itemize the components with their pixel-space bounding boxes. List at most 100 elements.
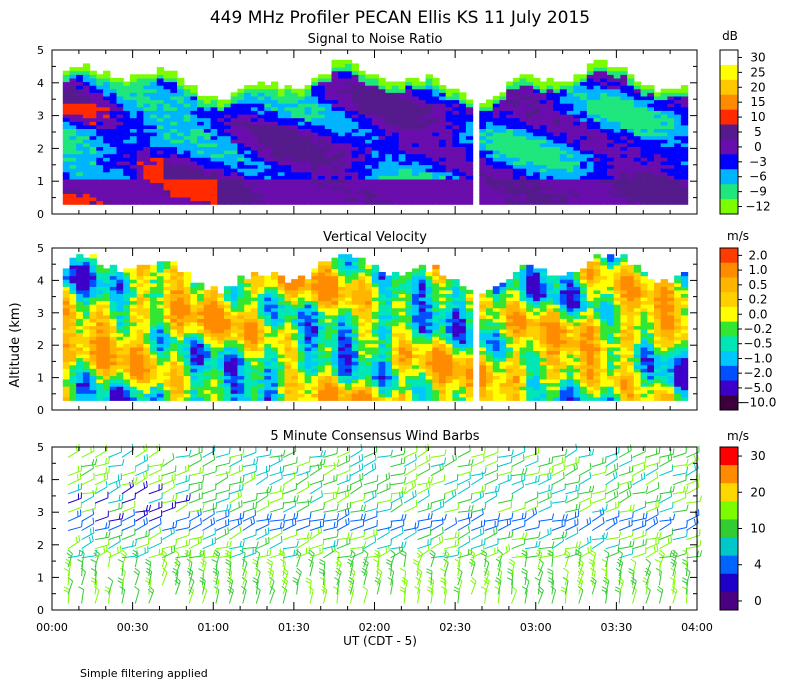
heatmap-cell bbox=[351, 279, 359, 284]
heatmap-cell bbox=[344, 304, 353, 309]
heatmap-cell bbox=[351, 325, 359, 330]
heatmap-cell bbox=[291, 293, 299, 298]
heatmap-cell bbox=[304, 150, 312, 155]
heatmap-cell bbox=[150, 357, 158, 362]
heatmap-cell bbox=[177, 293, 185, 298]
heatmap-cell bbox=[398, 128, 406, 133]
heatmap-cell bbox=[69, 74, 77, 79]
heatmap-cell bbox=[627, 186, 635, 191]
heatmap-cell bbox=[452, 189, 460, 194]
heatmap-cell bbox=[89, 254, 97, 259]
heatmap-cell bbox=[512, 114, 521, 119]
heatmap-cell bbox=[398, 110, 406, 115]
heatmap-cell bbox=[190, 196, 198, 202]
heatmap-cell bbox=[244, 103, 252, 108]
heatmap-cell bbox=[76, 85, 84, 90]
heatmap-cell bbox=[580, 95, 588, 101]
heatmap-cell bbox=[62, 171, 71, 176]
heatmap-cell bbox=[277, 193, 286, 198]
heatmap-cell bbox=[620, 121, 628, 126]
heatmap-cell bbox=[479, 157, 487, 162]
heatmap-cell bbox=[318, 132, 326, 137]
heatmap-cell bbox=[163, 329, 171, 334]
heatmap-cell bbox=[465, 142, 474, 147]
heatmap-cell bbox=[284, 85, 292, 90]
heatmap-cell bbox=[479, 150, 487, 155]
heatmap-cell bbox=[351, 160, 359, 166]
heatmap-cell bbox=[69, 81, 77, 86]
heatmap-cell bbox=[163, 164, 171, 169]
heatmap-cell bbox=[553, 132, 561, 137]
heatmap-cell bbox=[177, 371, 185, 376]
heatmap-cell bbox=[163, 160, 171, 166]
heatmap-cell bbox=[297, 106, 306, 111]
heatmap-cell bbox=[553, 182, 561, 187]
heatmap-cell bbox=[654, 142, 662, 147]
heatmap-cell bbox=[344, 189, 353, 194]
heatmap-cell bbox=[667, 189, 675, 194]
heatmap-cell bbox=[69, 307, 77, 312]
heatmap-cell bbox=[654, 92, 662, 97]
heatmap-cell bbox=[244, 99, 252, 104]
heatmap-cell bbox=[573, 153, 581, 158]
heatmap-cell bbox=[284, 393, 292, 398]
heatmap-cell bbox=[365, 272, 373, 277]
heatmap-cell bbox=[324, 99, 333, 104]
heatmap-cell bbox=[150, 329, 158, 334]
heatmap-cell bbox=[640, 117, 648, 122]
heatmap-cell bbox=[143, 114, 151, 119]
heatmap-cell bbox=[297, 142, 306, 147]
heatmap-cell bbox=[197, 139, 205, 144]
heatmap-cell bbox=[156, 124, 165, 129]
heatmap-cell bbox=[331, 261, 339, 266]
heatmap-cell bbox=[660, 186, 668, 191]
heatmap-cell bbox=[573, 132, 581, 137]
heatmap-cell bbox=[76, 300, 84, 305]
heatmap-cell bbox=[129, 350, 138, 355]
heatmap-cell bbox=[553, 175, 561, 180]
heatmap-cell bbox=[291, 282, 299, 287]
heatmap-cell bbox=[371, 85, 380, 90]
heatmap-cell bbox=[607, 114, 615, 119]
heatmap-cell bbox=[432, 146, 440, 151]
heatmap-cell bbox=[76, 314, 84, 319]
heatmap-cell bbox=[654, 168, 662, 173]
heatmap-cell bbox=[264, 311, 272, 316]
heatmap-cell bbox=[170, 132, 178, 137]
heatmap-cell bbox=[499, 168, 507, 173]
heatmap-cell bbox=[667, 168, 675, 173]
heatmap-cell bbox=[331, 135, 339, 140]
heatmap-cell bbox=[439, 95, 447, 101]
heatmap-cell bbox=[512, 139, 521, 144]
heatmap-cell bbox=[593, 88, 601, 93]
heatmap-cell bbox=[593, 132, 601, 137]
heatmap-cell bbox=[62, 350, 71, 355]
heatmap-cell bbox=[304, 293, 312, 298]
heatmap-cell bbox=[143, 361, 151, 366]
heatmap-cell bbox=[257, 329, 265, 334]
heatmap-cell bbox=[277, 368, 286, 373]
heatmap-cell bbox=[156, 132, 165, 137]
heatmap-cell bbox=[136, 318, 144, 323]
heatmap-cell bbox=[600, 168, 608, 173]
heatmap-cell bbox=[129, 332, 138, 337]
heatmap-cell bbox=[76, 157, 84, 162]
heatmap-cell bbox=[224, 343, 232, 348]
heatmap-cell bbox=[250, 339, 259, 344]
heatmap-cell bbox=[136, 74, 144, 79]
heatmap-cell bbox=[580, 99, 588, 104]
heatmap-cell bbox=[553, 171, 561, 176]
heatmap-cell bbox=[607, 153, 615, 158]
heatmap-cell bbox=[660, 168, 668, 173]
heatmap-cell bbox=[103, 70, 111, 75]
heatmap-cell bbox=[580, 139, 588, 144]
heatmap-cell bbox=[257, 193, 265, 198]
heatmap-cell bbox=[586, 189, 595, 194]
heatmap-cell bbox=[156, 378, 165, 384]
heatmap-cell bbox=[351, 85, 359, 90]
heatmap-cell bbox=[627, 121, 635, 126]
heatmap-cell bbox=[512, 200, 521, 205]
heatmap-cell bbox=[439, 178, 447, 184]
heatmap-cell bbox=[680, 95, 689, 101]
heatmap-cell bbox=[640, 196, 648, 202]
